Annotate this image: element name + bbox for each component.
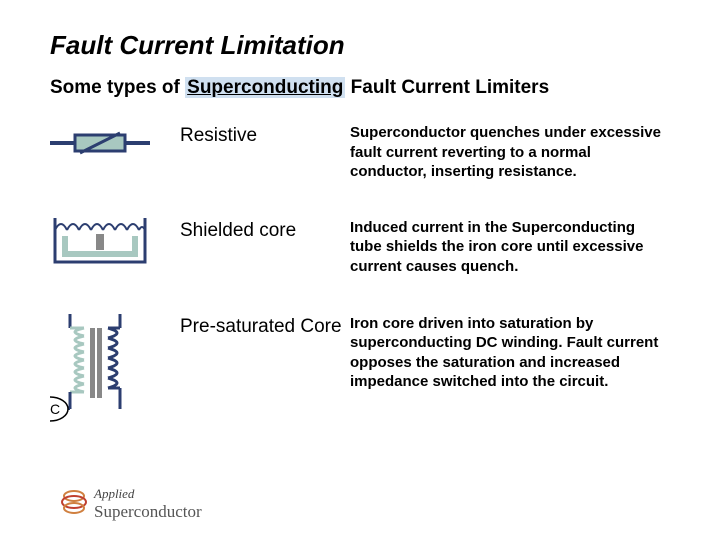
- row-shielded: Shielded core Induced current in the Sup…: [50, 218, 670, 278]
- presaturated-label: Pre-saturated Core: [180, 314, 350, 338]
- subtitle-post: Fault Current Limiters: [345, 77, 549, 98]
- logo: Applied Superconductor: [60, 486, 202, 522]
- shielded-icon: [50, 218, 180, 278]
- logo-icon: [60, 486, 88, 518]
- resistive-label: Resistive: [180, 123, 350, 147]
- resistive-icon: [50, 123, 180, 163]
- logo-line1: Applied: [94, 486, 202, 502]
- row-resistive: Resistive Superconductor quenches under …: [50, 123, 670, 182]
- subtitle-pre: Some types of: [50, 77, 185, 98]
- resistive-desc: Superconductor quenches under excessive …: [350, 123, 670, 182]
- presaturated-desc: Iron core driven into saturation by supe…: [350, 314, 670, 392]
- logo-text: Applied Superconductor: [94, 486, 202, 522]
- limiter-rows: Resistive Superconductor quenches under …: [50, 123, 670, 424]
- logo-line2: Superconductor: [94, 502, 202, 522]
- presaturated-icon: DC: [50, 314, 180, 424]
- shielded-desc: Induced current in the Superconducting t…: [350, 218, 670, 277]
- shielded-label: Shielded core: [180, 218, 350, 242]
- subtitle: Some types of Superconducting Fault Curr…: [50, 77, 670, 99]
- row-presaturated: DC Pre-saturated Core Iron core driven i…: [50, 314, 670, 424]
- dc-label: DC: [50, 401, 60, 417]
- subtitle-highlight: Superconducting: [185, 77, 345, 98]
- page-title: Fault Current Limitation: [50, 30, 670, 61]
